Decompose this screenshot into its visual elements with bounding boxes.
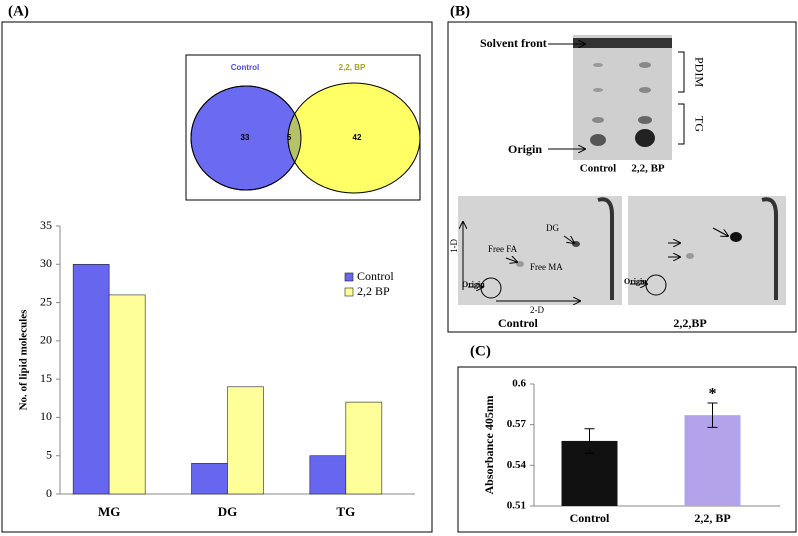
legend-label: 2,2 BP (357, 284, 390, 298)
significance-mark: * (709, 386, 717, 403)
y-axis-label: No. of lipid molecules (18, 309, 30, 411)
y-tick-label: 5 (46, 447, 52, 461)
bar (227, 386, 264, 495)
tlc-label: Free FA (488, 244, 518, 254)
tlc-label: Origin (508, 142, 542, 156)
venn-set-label: 2,2, BP (339, 63, 366, 72)
y-tick-label: 0.51 (507, 500, 526, 512)
y-axis-label: Absorbance 405nm (482, 395, 496, 494)
bar (345, 401, 383, 495)
y-tick-label: 0.57 (507, 418, 527, 430)
x-tick-label: MG (98, 504, 120, 519)
y-tick-label: 30 (40, 256, 52, 270)
bar (191, 463, 228, 495)
tlc-label: 2-D (530, 305, 544, 315)
bar (72, 263, 110, 495)
panel-label: (C) (470, 343, 491, 359)
tlc-label: Free MA (530, 262, 563, 272)
tlc-caption: 2,2,BP (673, 316, 706, 330)
panel-a-frame (1, 21, 433, 533)
legend-swatch (344, 272, 354, 282)
tlc-label: PDIM (692, 57, 706, 87)
panel-label: (B) (450, 3, 470, 19)
venn-set-label: Control (231, 63, 259, 72)
tlc-top (548, 35, 685, 160)
panel-c-frame (457, 366, 797, 533)
y-tick-label: 0.6 (512, 378, 526, 390)
lane-label: Control (580, 163, 616, 175)
panel-label: (A) (8, 3, 29, 19)
tlc-label: DG (546, 223, 559, 233)
y-tick-label: 0 (46, 486, 52, 500)
tlc-2d (458, 196, 786, 305)
error-bar (584, 428, 595, 454)
tlc-label: Origin (462, 280, 485, 289)
panel-b-frame (447, 21, 797, 333)
venn-count: 33 (241, 133, 250, 142)
tlc-label: TG (692, 116, 706, 132)
x-tick-label: DG (218, 504, 238, 519)
x-tick-label: 2,2, BP (694, 511, 730, 525)
venn-overlap (287, 86, 301, 190)
y-tick-label: 0.54 (507, 459, 527, 471)
legend-swatch (344, 287, 354, 297)
error-bar (707, 402, 718, 428)
lane-label: 2,2, BP (631, 163, 665, 175)
venn-count: 42 (353, 133, 362, 142)
y-tick-label: 20 (40, 333, 52, 347)
venn-outline (190, 85, 302, 191)
tlc-label: 1-D (449, 239, 459, 253)
x-tick-label: Control (570, 511, 610, 525)
y-tick-label: 25 (40, 294, 52, 308)
venn-frame (185, 54, 421, 201)
legend-label: Control (357, 269, 394, 283)
bar (309, 455, 347, 495)
venn-count: 5 (287, 133, 292, 142)
y-tick-label: 35 (40, 218, 52, 232)
bar (684, 415, 741, 506)
x-tick-label: TG (336, 504, 355, 519)
y-tick-label: 15 (40, 371, 52, 385)
tlc-label: Origin (624, 277, 647, 286)
tlc-label: Solvent front (480, 36, 547, 50)
y-tick-label: 10 (40, 409, 52, 423)
bar (108, 294, 146, 495)
tlc-caption: Control (498, 316, 538, 330)
